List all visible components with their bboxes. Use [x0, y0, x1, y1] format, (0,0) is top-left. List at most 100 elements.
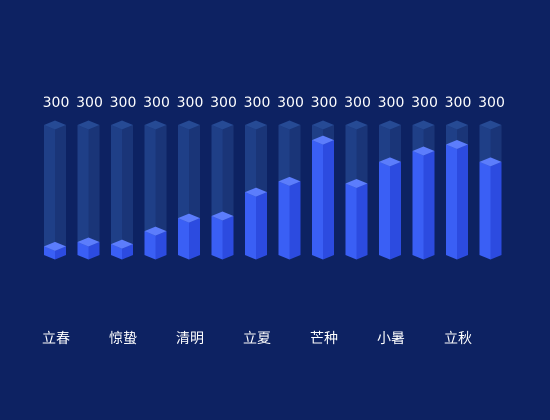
- value-bar-5: [211, 211, 234, 260]
- value-bar-13: [479, 157, 502, 260]
- data-label: 300: [277, 95, 304, 111]
- value-bar-front-face: [379, 161, 390, 260]
- value-bar-side-face: [490, 161, 502, 260]
- value-bar-front-face: [144, 231, 156, 260]
- value-bar-front-face: [178, 218, 189, 260]
- data-label: 300: [311, 95, 338, 111]
- value-bar-top-face: [379, 157, 401, 167]
- data-label: 300: [478, 95, 505, 111]
- track-bar-1: [77, 120, 100, 260]
- value-bar-top-face: [77, 237, 100, 247]
- track-bar-side-face: [88, 125, 100, 260]
- value-bar-front-face: [111, 244, 122, 260]
- value-bar-top-face: [178, 213, 200, 223]
- x-axis-tick-labels: 立春 惊蛰 清明 立夏 芒种 小暑 立秋: [42, 331, 472, 347]
- value-bar-front-face: [278, 181, 290, 260]
- value-bar-side-face: [323, 140, 334, 260]
- track-bar-top-face: [111, 120, 133, 130]
- value-bar-top-face: [211, 211, 234, 221]
- track-bar-0: [44, 120, 66, 260]
- track-bar-front-face: [144, 125, 156, 260]
- value-bar-top-face: [412, 146, 435, 156]
- value-bar-top-face: [345, 179, 368, 188]
- value-bar-top-face: [479, 157, 502, 167]
- value-bar-side-face: [256, 192, 267, 260]
- track-bar-top-face: [144, 120, 167, 130]
- x-tick-label: 惊蛰: [109, 331, 137, 347]
- value-bar-front-face: [211, 216, 223, 260]
- value-bar-front-face: [44, 246, 55, 260]
- value-bar-top-face: [44, 241, 66, 251]
- x-tick-label: 立夏: [243, 331, 271, 347]
- track-bar-front-face: [44, 125, 55, 260]
- track-bar-side-face: [155, 125, 167, 260]
- value-bar-top-face: [111, 239, 133, 249]
- track-bar-top-face: [345, 120, 368, 130]
- track-bar-top-face: [379, 120, 401, 130]
- value-bar-2: [111, 239, 133, 260]
- value-bar-side-face: [122, 244, 133, 260]
- data-label: 300: [244, 95, 271, 111]
- value-bar-side-face: [390, 161, 401, 260]
- value-bar-side-face: [189, 218, 200, 260]
- track-bar-top-face: [245, 120, 267, 130]
- value-bar-3: [144, 226, 167, 260]
- track-bar-top-face: [278, 120, 301, 130]
- data-label: 300: [210, 95, 237, 111]
- value-bar-front-face: [312, 140, 323, 260]
- value-bar-top-face: [245, 187, 267, 197]
- value-bar-top-face: [278, 176, 301, 186]
- value-bar-front-face: [345, 183, 357, 260]
- x-tick-label: 立春: [42, 331, 70, 347]
- value-bar-10: [379, 157, 401, 260]
- track-bar-2: [111, 120, 133, 260]
- value-bar-side-face: [457, 144, 468, 260]
- track-bar-top-face: [211, 120, 234, 130]
- data-label: 300: [177, 95, 204, 111]
- data-label: 300: [445, 95, 472, 111]
- data-label: 300: [43, 95, 70, 111]
- value-bar-top-face: [144, 226, 167, 236]
- x-tick-label: 芒种: [310, 331, 338, 347]
- value-bar-7: [278, 176, 301, 260]
- track-bar-top-face: [178, 120, 200, 130]
- value-bar-0: [44, 241, 66, 260]
- value-bar-1: [77, 237, 100, 260]
- data-label: 300: [411, 95, 438, 111]
- track-bar-top-face: [412, 120, 435, 130]
- x-tick-label: 小暑: [377, 331, 405, 347]
- track-bar-top-face: [312, 120, 334, 130]
- value-bar-front-face: [77, 242, 89, 260]
- data-label: 300: [378, 95, 405, 111]
- track-bar-front-face: [77, 125, 89, 260]
- value-labels: 300 300 300 300 300 300 300 300 300 300 300 300 300 3…: [43, 95, 505, 111]
- value-bar-side-face: [155, 231, 167, 260]
- value-bar-11: [412, 146, 435, 260]
- value-bar-top-face: [446, 140, 468, 149]
- track-bar-top-face: [446, 120, 468, 130]
- value-bar-side-face: [222, 216, 234, 260]
- track-bar-top-face: [44, 120, 66, 130]
- value-bar-12: [446, 140, 468, 260]
- track-bar-front-face: [111, 125, 122, 260]
- value-bar-8: [312, 135, 334, 260]
- track-bar-side-face: [55, 125, 66, 260]
- value-bar-4: [178, 213, 200, 260]
- value-bar-6: [245, 187, 267, 260]
- value-bar-side-face: [55, 246, 66, 260]
- x-tick-label: 立秋: [444, 331, 472, 347]
- value-bar-top-face: [312, 135, 334, 145]
- track-bar-3: [144, 120, 167, 260]
- value-bar-9: [345, 179, 368, 260]
- data-label: 300: [344, 95, 371, 111]
- data-label: 300: [110, 95, 137, 111]
- value-bar-front-face: [412, 151, 424, 260]
- track-bar-top-face: [77, 120, 100, 130]
- value-bar-front-face: [479, 161, 491, 260]
- value-bar-front-face: [245, 192, 256, 260]
- value-bar-front-face: [446, 144, 457, 260]
- value-bar-side-face: [88, 242, 100, 260]
- data-label: 300: [76, 95, 103, 111]
